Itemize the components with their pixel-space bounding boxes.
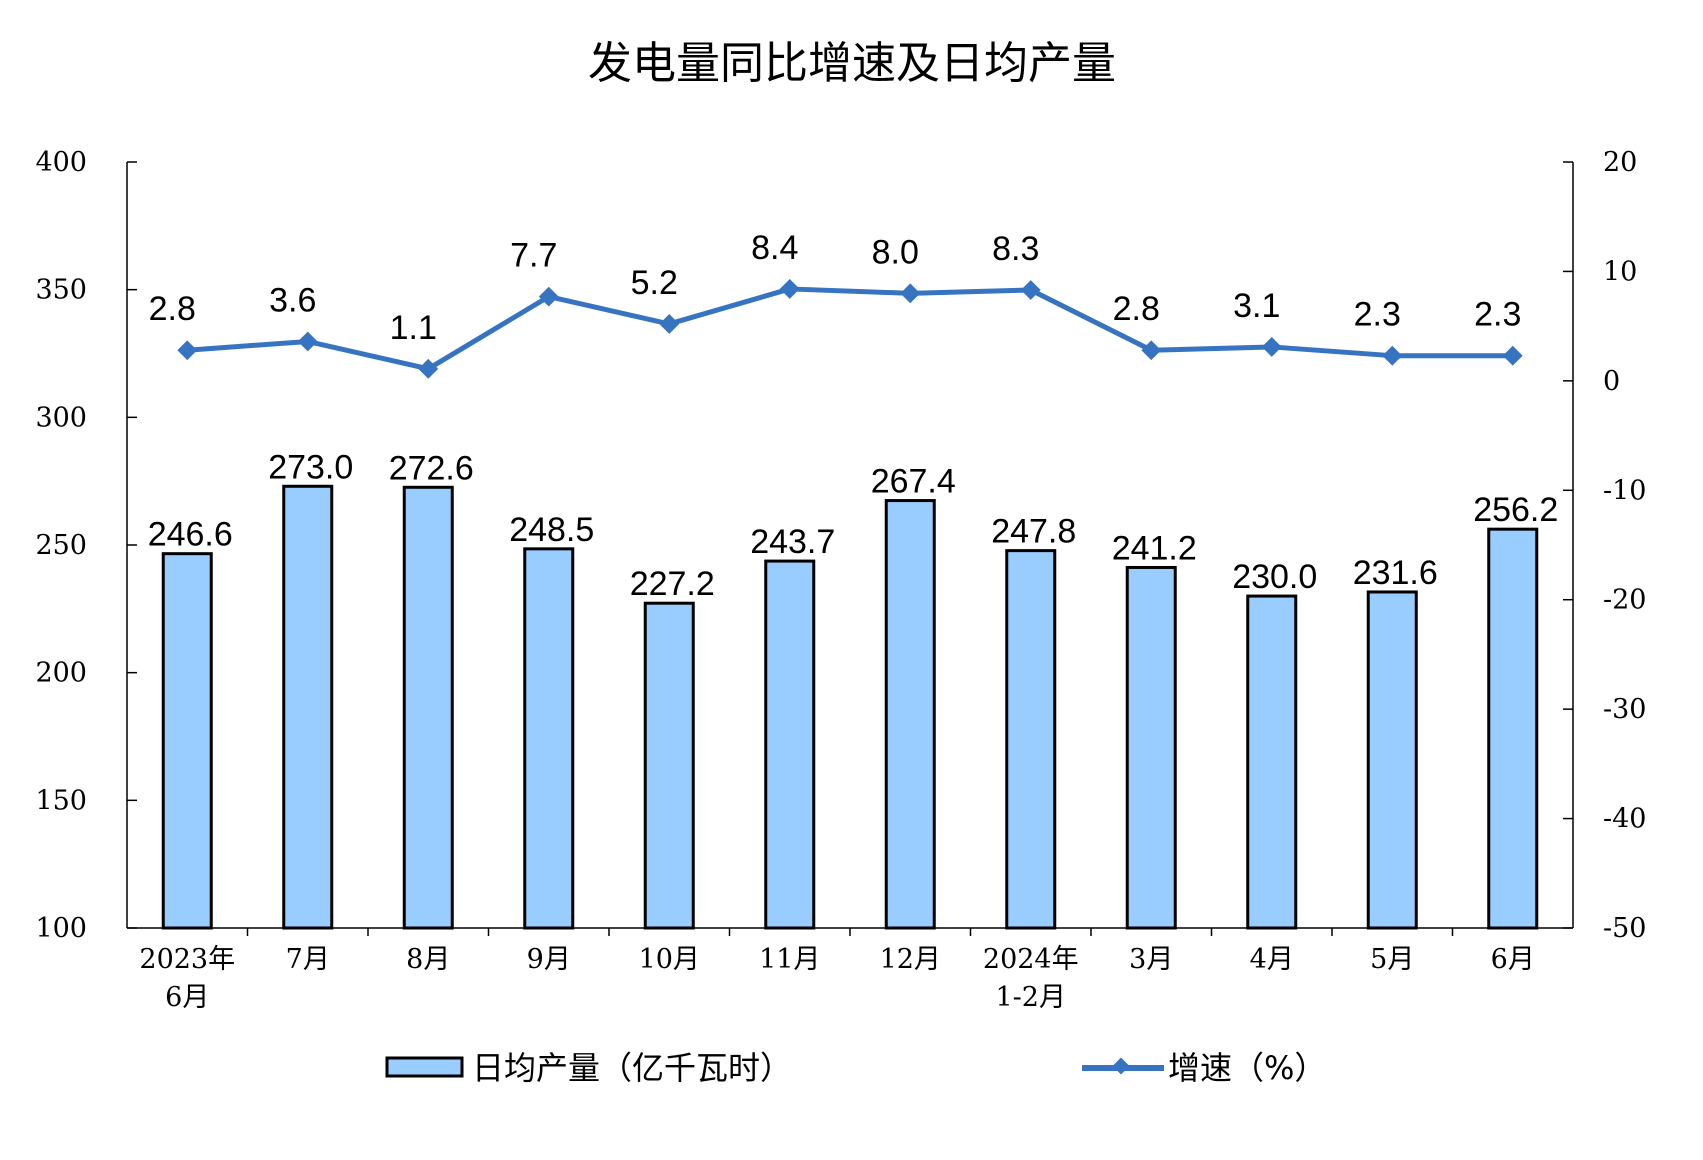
line-label: 2.8 xyxy=(1113,290,1160,328)
bar xyxy=(884,499,936,930)
category-label: 6月 xyxy=(165,982,209,1013)
chart-title: 发电量同比增速及日均产量 xyxy=(588,38,1116,89)
category-label: 1-2月 xyxy=(996,982,1066,1013)
bar xyxy=(402,485,454,930)
line-label: 2.3 xyxy=(1354,296,1401,334)
left-tick-label: 150 xyxy=(35,785,87,816)
bar-label: 230.0 xyxy=(1232,558,1317,596)
category-label: 9月 xyxy=(527,944,571,975)
category-label: 8月 xyxy=(406,944,450,975)
line-point xyxy=(1141,340,1162,361)
right-tick-label: 0 xyxy=(1603,366,1620,397)
bar-series: 246.6 273.0 272.6 248.5 227.2 243.7 267.4 247.8… xyxy=(148,448,1558,930)
bar-label: 241.2 xyxy=(1112,529,1197,567)
category-label: 12月 xyxy=(880,944,941,975)
category-label: 11月 xyxy=(759,944,820,975)
line-point xyxy=(538,286,559,307)
category-labels: 2023年 6月 7月 8月 9月 10月 11月 12月 2024年 1-2月 3月 4月 5月 6月 xyxy=(139,944,1534,1013)
line-point xyxy=(418,358,439,379)
legend-bar-label: 日均产量（亿千瓦时） xyxy=(472,1049,792,1087)
line-point xyxy=(297,331,318,352)
line-point xyxy=(900,283,921,304)
line-point xyxy=(1020,280,1041,300)
category-label: 7月 xyxy=(286,944,330,975)
line-series: 2.8 3.6 1.1 7.7 5.2 8.4 8.0 8.3 2.8 3.1 2.3 2.3 xyxy=(149,229,1523,379)
line-point xyxy=(1382,345,1403,366)
right-tick-label: 20 xyxy=(1603,147,1637,178)
bar-label: 267.4 xyxy=(871,463,956,501)
bar xyxy=(764,559,816,930)
bar xyxy=(282,484,334,930)
right-tick-label: -50 xyxy=(1603,913,1646,944)
line-label: 8.0 xyxy=(872,233,919,271)
line-label: 2.3 xyxy=(1474,296,1521,334)
right-tick-label: -30 xyxy=(1603,694,1646,725)
category-label: 2024年 xyxy=(983,944,1079,975)
legend-line-marker xyxy=(1112,1057,1130,1075)
category-label: 2023年 xyxy=(139,944,235,975)
category-label: 3月 xyxy=(1129,944,1173,975)
category-label: 5月 xyxy=(1370,944,1414,975)
line-label: 8.4 xyxy=(751,229,798,267)
left-tick-label: 350 xyxy=(35,275,87,306)
category-label: 10月 xyxy=(639,944,700,975)
bar-label: 273.0 xyxy=(268,448,353,486)
bar-label: 246.6 xyxy=(148,516,233,554)
bar xyxy=(1246,594,1298,930)
right-tick-label: -20 xyxy=(1603,585,1646,616)
bar-label: 248.5 xyxy=(509,511,594,549)
line-point xyxy=(1502,345,1523,366)
line-label: 5.2 xyxy=(631,264,678,302)
line-point xyxy=(1261,337,1282,357)
bar xyxy=(1005,549,1057,930)
line-point xyxy=(177,340,198,361)
bar-label: 272.6 xyxy=(389,449,474,487)
line-label: 7.7 xyxy=(510,237,557,275)
line-label: 2.8 xyxy=(149,290,196,328)
left-tick-label: 300 xyxy=(35,402,87,433)
bar-label: 247.8 xyxy=(991,513,1076,551)
bar-label: 227.2 xyxy=(630,565,715,603)
line-label: 8.3 xyxy=(992,230,1039,268)
bar-label: 243.7 xyxy=(750,523,835,561)
right-tick-label: -40 xyxy=(1603,804,1646,835)
bar-label: 256.2 xyxy=(1473,491,1558,529)
legend: 日均产量（亿千瓦时） 增速（%） xyxy=(385,1049,1326,1087)
left-tick-label: 400 xyxy=(35,147,87,178)
bar xyxy=(1487,527,1539,930)
left-tick-label: 200 xyxy=(35,658,87,689)
category-label: 4月 xyxy=(1250,944,1294,975)
left-tick-label: 250 xyxy=(35,530,87,561)
axes: 100 150 200 250 300 350 400 -50 -40 -30 -20 -10 0 10 2… xyxy=(35,147,1646,944)
left-tick-label: 100 xyxy=(35,913,87,944)
right-tick-label: 10 xyxy=(1603,256,1637,287)
bar-label: 231.6 xyxy=(1353,554,1438,592)
line-point xyxy=(779,279,800,299)
category-label: 6月 xyxy=(1491,944,1535,975)
bar xyxy=(1366,590,1418,930)
line-point xyxy=(659,314,680,334)
bar xyxy=(1125,565,1177,930)
legend-bar-swatch xyxy=(385,1056,464,1078)
line-label: 3.6 xyxy=(269,281,316,319)
line-label: 1.1 xyxy=(390,309,437,347)
bar xyxy=(643,601,695,930)
right-tick-label: -10 xyxy=(1603,475,1646,506)
bar xyxy=(523,547,575,930)
bar xyxy=(161,552,213,930)
line-label: 3.1 xyxy=(1233,287,1280,325)
legend-line-label: 增速（%） xyxy=(1168,1049,1326,1087)
line-path xyxy=(187,286,1513,372)
